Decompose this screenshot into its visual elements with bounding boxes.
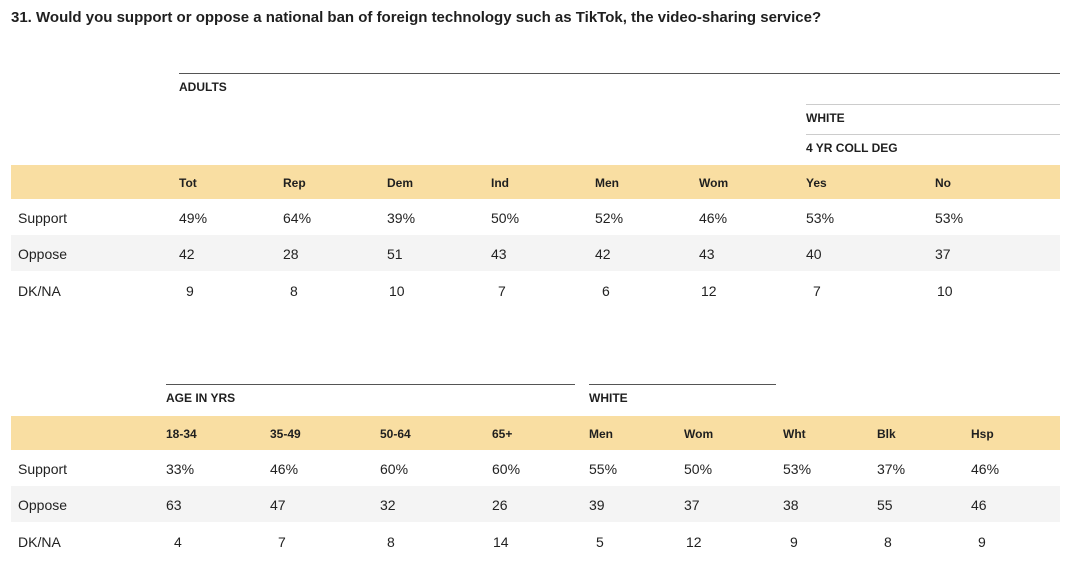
cell: 6	[602, 283, 610, 299]
row-stripe-2	[11, 486, 1060, 522]
col-header-yes: Yes	[806, 176, 827, 190]
col-header-tot: Tot	[179, 176, 197, 190]
row-label-support: Support	[18, 210, 68, 226]
group-label-white-2: WHITE	[589, 391, 628, 405]
col-header-no: No	[935, 176, 951, 190]
cell: 46%	[270, 461, 299, 477]
group-label-age: AGE IN YRS	[166, 391, 236, 405]
cell: 64%	[283, 210, 312, 226]
cell: 53%	[783, 461, 812, 477]
cell: 12	[701, 283, 717, 299]
cell: 46%	[699, 210, 728, 226]
cell: 50%	[684, 461, 713, 477]
cell: 8	[387, 534, 395, 550]
cell: 43	[491, 246, 507, 262]
group-label-white: WHITE	[806, 111, 845, 125]
cell: 39	[589, 497, 605, 513]
col-header-35-49: 35-49	[270, 427, 301, 441]
cell: 53%	[806, 210, 835, 226]
cell: 51	[387, 246, 403, 262]
cell: 7	[498, 283, 506, 299]
row-label-dkna: DK/NA	[18, 283, 61, 299]
cell: 10	[937, 283, 953, 299]
header-band-2	[11, 416, 1060, 450]
col-header-50-64: 50-64	[380, 427, 411, 441]
cell: 55	[877, 497, 893, 513]
cell: 7	[278, 534, 286, 550]
row-stripe	[11, 235, 1060, 271]
col-header-men: Men	[595, 176, 619, 190]
age-group-rule	[166, 384, 575, 385]
col-header-ind: Ind	[491, 176, 509, 190]
cell: 33%	[166, 461, 195, 477]
cell: 60%	[380, 461, 409, 477]
cell: 37	[684, 497, 700, 513]
cell: 4	[174, 534, 182, 550]
cell: 8	[290, 283, 298, 299]
col-header-blk: Blk	[877, 427, 896, 441]
col-header-wom: Wom	[699, 176, 729, 190]
cell: 60%	[492, 461, 521, 477]
cell: 38	[783, 497, 799, 513]
row-label-oppose: Oppose	[18, 246, 68, 262]
white-group-rule-2	[589, 384, 776, 385]
col-header-wht: Wht	[783, 427, 806, 441]
cell: 40	[806, 246, 822, 262]
cell: 46%	[971, 461, 1000, 477]
cell: 42	[179, 246, 195, 262]
group-label-4yr-coll-deg: 4 YR COLL DEG	[806, 141, 898, 155]
cell: 53%	[935, 210, 964, 226]
cell: 28	[283, 246, 299, 262]
col-header-white-wom: Wom	[684, 427, 714, 441]
coll-group-rule	[806, 134, 1060, 135]
cell: 32	[380, 497, 396, 513]
cell: 7	[813, 283, 821, 299]
col-header-dem: Dem	[387, 176, 414, 190]
cell: 9	[978, 534, 986, 550]
cell: 55%	[589, 461, 618, 477]
cell: 9	[790, 534, 798, 550]
cell: 5	[596, 534, 604, 550]
col-header-65plus: 65+	[492, 427, 513, 441]
cell: 10	[389, 283, 405, 299]
cell: 37	[935, 246, 951, 262]
col-header-rep: Rep	[283, 176, 306, 190]
header-band	[11, 165, 1060, 199]
cell: 42	[595, 246, 611, 262]
cell: 14	[493, 534, 509, 550]
cell: 26	[492, 497, 508, 513]
cell: 9	[186, 283, 194, 299]
cell: 39%	[387, 210, 416, 226]
col-header-hsp: Hsp	[971, 427, 994, 441]
col-header-18-34: 18-34	[166, 427, 197, 441]
cell: 43	[699, 246, 715, 262]
group-label-adults: ADULTS	[179, 80, 227, 94]
adults-group-rule	[179, 73, 1060, 74]
white-group-rule	[806, 104, 1060, 105]
cell: 46	[971, 497, 987, 513]
row-label-support-2: Support	[18, 461, 68, 477]
cell: 12	[686, 534, 702, 550]
cell: 63	[166, 497, 182, 513]
cell: 47	[270, 497, 286, 513]
row-label-oppose-2: Oppose	[18, 497, 68, 513]
cell: 50%	[491, 210, 520, 226]
col-header-white-men: Men	[589, 427, 613, 441]
question-title: 31. Would you support or oppose a nation…	[11, 9, 822, 26]
cell: 37%	[877, 461, 906, 477]
cell: 49%	[179, 210, 208, 226]
row-label-dkna-2: DK/NA	[18, 534, 61, 550]
cell: 52%	[595, 210, 624, 226]
cell: 8	[884, 534, 892, 550]
